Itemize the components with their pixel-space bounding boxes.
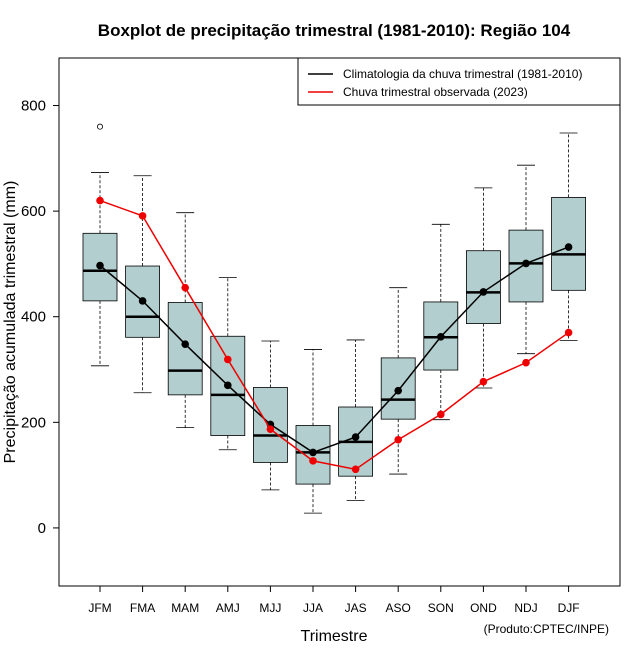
x-tick-label: NDJ xyxy=(514,601,537,615)
x-tick-label: AMJ xyxy=(216,601,240,615)
legend-label-observada: Chuva trimestral observada (2023) xyxy=(343,85,528,99)
series-point-climatologia xyxy=(309,448,317,457)
box-ond xyxy=(465,187,501,389)
series-point-climatologia xyxy=(479,288,488,296)
iqr-box xyxy=(167,302,203,396)
series-line-observada-2023 xyxy=(99,199,570,471)
iqr-box xyxy=(508,229,544,303)
box-jfm xyxy=(82,123,118,367)
series-point-observada-2023 xyxy=(96,196,104,205)
y-axis-label: Precipitação acumulada trimestral (mm) xyxy=(2,181,19,464)
series-point-observada-2023 xyxy=(522,358,530,367)
series-point-observada-2023 xyxy=(309,457,317,465)
boxes-layer xyxy=(82,123,586,514)
series-layer xyxy=(96,196,573,474)
box-amj xyxy=(210,277,246,451)
x-tick-label: JAS xyxy=(345,601,367,615)
box-son xyxy=(423,223,459,421)
series-point-climatologia xyxy=(96,261,104,270)
x-tick-label: FMA xyxy=(130,601,155,615)
legend-box xyxy=(297,57,621,106)
legend: Climatologia da chuva trimestral (1981-2… xyxy=(297,57,621,106)
box-djf xyxy=(551,132,586,341)
credit-text: (Produto:CPTEC/INPE) xyxy=(484,622,609,636)
series-point-observada-2023 xyxy=(351,465,360,474)
x-axis: JFM FMA MAM AMJ MJJ JJA JAS ASO SON OND NDJ DJF xyxy=(88,586,580,615)
series-point-observada-2023 xyxy=(479,377,488,386)
y-tick-label: 600 xyxy=(21,203,46,220)
box-fma xyxy=(125,175,160,394)
x-tick-label: JJA xyxy=(303,601,323,615)
series-point-climatologia xyxy=(138,297,147,305)
series-point-climatologia xyxy=(224,381,232,390)
x-tick-label: JFM xyxy=(88,601,111,615)
x-tick-label: MAM xyxy=(171,601,199,615)
outlier-point xyxy=(97,123,104,130)
series-point-observada-2023 xyxy=(564,328,573,337)
series-point-climatologia xyxy=(181,340,189,348)
x-axis-label: Trimestre xyxy=(301,628,368,645)
chart-title: Boxplot de precipitação trimestral (1981… xyxy=(98,21,571,40)
series-point-climatologia xyxy=(522,259,530,268)
y-axis: 0 200 400 600 800 xyxy=(21,98,60,537)
series-point-climatologia xyxy=(351,433,360,441)
x-tick-label: OND xyxy=(470,601,497,615)
series-line-climatologia xyxy=(99,246,569,454)
box-jja xyxy=(295,349,331,514)
x-tick-label: ASO xyxy=(386,601,411,615)
box-aso xyxy=(380,287,416,475)
y-tick-label: 400 xyxy=(21,309,46,326)
iqr-box xyxy=(465,250,501,324)
series-point-observada-2023 xyxy=(181,283,189,292)
series-point-observada-2023 xyxy=(224,355,232,364)
legend-label-climatologia: Climatologia da chuva trimestral (1981-2… xyxy=(343,67,582,81)
box-mjj xyxy=(252,340,288,491)
series-point-observada-2023 xyxy=(437,410,445,419)
series-point-climatologia xyxy=(437,332,445,341)
x-tick-label: MJJ xyxy=(259,601,281,615)
series-point-climatologia xyxy=(394,386,403,395)
y-tick-label: 200 xyxy=(21,414,46,431)
series-point-observada-2023 xyxy=(138,212,147,220)
series-point-observada-2023 xyxy=(394,435,403,444)
series-point-observada-2023 xyxy=(266,425,275,433)
series-point-climatologia xyxy=(564,243,573,251)
x-tick-label: SON xyxy=(428,601,454,615)
y-tick-label: 800 xyxy=(21,98,46,115)
y-tick-label: 0 xyxy=(38,520,46,537)
x-tick-label: DJF xyxy=(558,601,580,615)
box-jas xyxy=(338,339,374,501)
box-mam xyxy=(167,212,203,429)
